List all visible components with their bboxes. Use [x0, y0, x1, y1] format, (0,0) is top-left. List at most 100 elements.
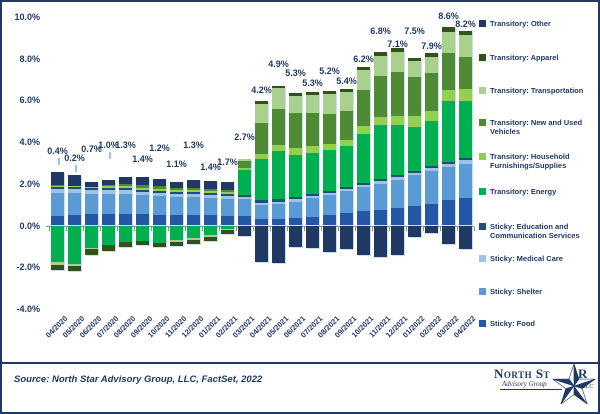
bar-segment-sticky-shelter — [391, 179, 404, 208]
bar-segment-transitory-energy — [425, 121, 438, 167]
bar-segment-sticky-food — [238, 216, 251, 226]
bar-segment-sticky-food — [221, 216, 234, 226]
bar-group-10/2021 — [357, 2, 370, 332]
bar-segment-transitory-other — [374, 225, 387, 257]
axis-tick — [338, 226, 339, 231]
bar-segment-sticky-medical-care — [408, 172, 421, 176]
bar-segment-sticky-medical-care — [85, 190, 98, 195]
bar-segment-sticky-food — [51, 216, 64, 226]
bar-segment-transitory-transportation — [357, 70, 370, 90]
bar-segment-sticky-food — [272, 219, 285, 226]
bar-segment-transitory-transportation — [221, 228, 234, 230]
bar-segment-transitory-other — [238, 225, 251, 236]
bar-segment-transitory-apparel — [153, 243, 166, 248]
bar-segment-sticky-food — [170, 215, 183, 226]
y-axis-label: 10.0% — [14, 12, 40, 22]
bar-segment-transitory-energy — [204, 225, 217, 235]
bar-segment-transitory-other — [289, 225, 302, 248]
bar-segment-transitory-household-furnishings-supplies — [238, 168, 251, 171]
bar-segment-transitory-other — [272, 225, 285, 264]
footer-divider — [2, 362, 598, 364]
north-star-icon — [552, 363, 596, 405]
bar-segment-sticky-shelter — [442, 167, 455, 201]
bar-segment-transitory-transportation — [374, 56, 387, 76]
bar-segment-transitory-energy — [238, 170, 251, 196]
bar-segment-transitory-energy — [391, 125, 404, 176]
bar-segment-transitory-transportation — [51, 261, 64, 266]
bar-segment-sticky-education-and-communication-services — [442, 161, 455, 164]
bar-total-label: 5.3% — [302, 78, 323, 88]
bar-segment-transitory-new-and-used-vehicles — [306, 112, 319, 147]
bar-segment-transitory-new-and-used-vehicles — [340, 110, 353, 140]
bar-segment-sticky-food — [204, 215, 217, 226]
axis-tick — [185, 226, 186, 231]
bar-segment-sticky-medical-care — [170, 194, 183, 198]
bar-group-02/2021 — [221, 2, 234, 332]
bar-segment-sticky-education-and-communication-services — [221, 194, 234, 197]
bar-segment-sticky-education-and-communication-services — [272, 199, 285, 202]
bar-group-01/2021 — [204, 2, 217, 332]
bar-segment-sticky-medical-care — [459, 160, 472, 164]
axis-tick — [66, 226, 67, 231]
bar-group-08/2021 — [323, 2, 336, 332]
bar-segment-transitory-energy — [51, 225, 64, 262]
bar-segment-transitory-transportation — [238, 158, 251, 161]
bar-segment-sticky-shelter — [119, 194, 132, 215]
bar-segment-transitory-new-and-used-vehicles — [374, 76, 387, 117]
bar-segment-transitory-other — [136, 176, 149, 185]
legend-swatch-icon — [479, 223, 486, 230]
axis-tick — [49, 226, 50, 231]
bar-segment-sticky-education-and-communication-services — [255, 200, 268, 203]
logo-subtitle: Advisory Group — [502, 380, 547, 388]
bar-segment-transitory-energy — [272, 151, 285, 200]
bar-segment-transitory-other — [459, 225, 472, 250]
bar-segment-sticky-food — [408, 205, 421, 226]
bar-group-08/2020 — [119, 2, 132, 332]
bar-total-label: 2.7% — [234, 132, 255, 142]
legend-label: Transitory: Other — [490, 19, 551, 28]
bar-segment-transitory-new-and-used-vehicles — [204, 189, 217, 192]
bar-total-label: 1.4% — [200, 162, 221, 172]
bar-total-label: 0.4% — [47, 146, 68, 156]
bar-segment-transitory-transportation — [408, 60, 421, 77]
bar-segment-sticky-medical-care — [136, 192, 149, 196]
bar-segment-transitory-household-furnishings-supplies — [119, 185, 132, 188]
legend-item-transitory-other: Transitory: Other — [479, 19, 595, 28]
axis-tick — [253, 226, 254, 231]
legend-swatch-icon — [479, 320, 486, 327]
bar-segment-sticky-shelter — [357, 186, 370, 211]
bar-segment-transitory-new-and-used-vehicles — [170, 187, 183, 191]
bar-segment-transitory-apparel — [391, 48, 404, 53]
bar-segment-transitory-apparel — [374, 52, 387, 57]
bar-segment-transitory-energy — [119, 225, 132, 243]
axis-tick — [83, 226, 84, 231]
bar-segment-transitory-apparel — [221, 229, 234, 234]
legend-label: Transitory: Household Furnishings/Suppli… — [490, 152, 570, 170]
bar-segment-sticky-education-and-communication-services — [51, 186, 64, 189]
bar-segment-sticky-medical-care — [289, 199, 302, 202]
bar-segment-sticky-education-and-communication-services — [391, 175, 404, 178]
bar-segment-transitory-household-furnishings-supplies — [272, 145, 285, 152]
bar-total-label: 7.9% — [421, 41, 442, 51]
legend-item-sticky-shelter: Sticky: Shelter — [479, 287, 595, 296]
bar-total-label: 1.2% — [149, 143, 170, 153]
bar-segment-transitory-apparel — [306, 92, 319, 96]
bar-segment-transitory-apparel — [425, 53, 438, 57]
label-leader-line — [57, 158, 60, 165]
bar-segment-transitory-new-and-used-vehicles — [459, 57, 472, 90]
axis-tick — [236, 226, 237, 231]
bar-group-02/2022 — [425, 2, 438, 332]
bar-segment-transitory-transportation — [442, 31, 455, 54]
bar-segment-sticky-shelter — [136, 195, 149, 215]
axis-tick — [151, 226, 152, 231]
legend-label: Transitory: New and Used Vehicles — [490, 118, 583, 136]
bar-segment-transitory-energy — [187, 225, 200, 238]
bar-segment-transitory-energy — [68, 225, 81, 265]
y-axis-label: 4.0% — [19, 137, 40, 148]
bar-segment-transitory-apparel — [68, 266, 81, 272]
legend-label: Sticky: Shelter — [490, 287, 543, 296]
axis-tick — [406, 226, 407, 231]
bar-segment-transitory-other — [391, 225, 404, 255]
bar-segment-transitory-household-furnishings-supplies — [187, 190, 200, 193]
bar-segment-transitory-apparel — [323, 91, 336, 95]
